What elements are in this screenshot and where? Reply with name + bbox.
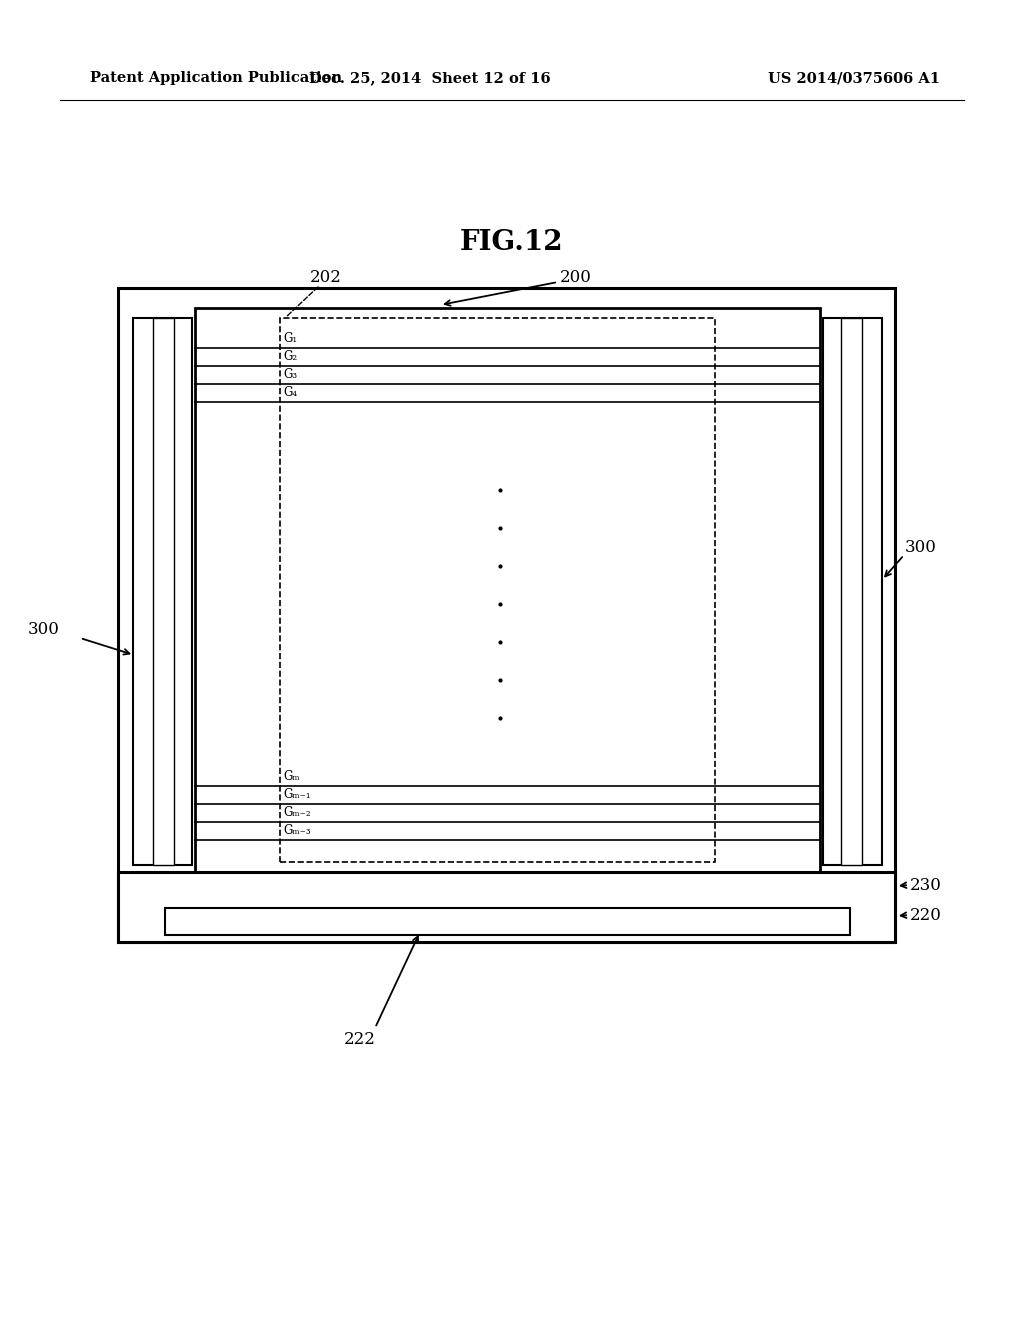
Text: G₁: G₁: [283, 333, 297, 345]
Bar: [153, 318, 174, 865]
Bar: [118, 873, 895, 900]
Text: 202: 202: [310, 269, 342, 286]
Text: FIG.12: FIG.12: [460, 230, 564, 256]
Text: Patent Application Publication: Patent Application Publication: [90, 71, 342, 84]
Text: US 2014/0375606 A1: US 2014/0375606 A1: [768, 71, 940, 84]
Text: 220: 220: [910, 907, 942, 924]
Text: Gₘ₋₃: Gₘ₋₃: [283, 824, 310, 837]
Text: G₃: G₃: [283, 368, 297, 381]
Text: Gₘ₋₁: Gₘ₋₁: [283, 788, 310, 801]
Text: 230: 230: [910, 876, 942, 894]
Bar: [133, 318, 193, 865]
Text: Dec. 25, 2014  Sheet 12 of 16: Dec. 25, 2014 Sheet 12 of 16: [309, 71, 551, 84]
Bar: [280, 318, 715, 862]
Text: Gₘ: Gₘ: [283, 770, 300, 783]
Bar: [195, 308, 820, 873]
Text: Gₘ₋₂: Gₘ₋₂: [283, 807, 310, 818]
Text: 300: 300: [905, 540, 937, 557]
Bar: [118, 873, 895, 942]
Text: 200: 200: [560, 269, 592, 286]
Bar: [165, 908, 850, 935]
Bar: [841, 318, 862, 865]
Text: 300: 300: [28, 622, 60, 639]
Bar: [823, 318, 882, 865]
Text: 222: 222: [344, 1031, 376, 1048]
Text: G₂: G₂: [283, 350, 297, 363]
Bar: [118, 288, 895, 942]
Text: G₄: G₄: [283, 385, 297, 399]
